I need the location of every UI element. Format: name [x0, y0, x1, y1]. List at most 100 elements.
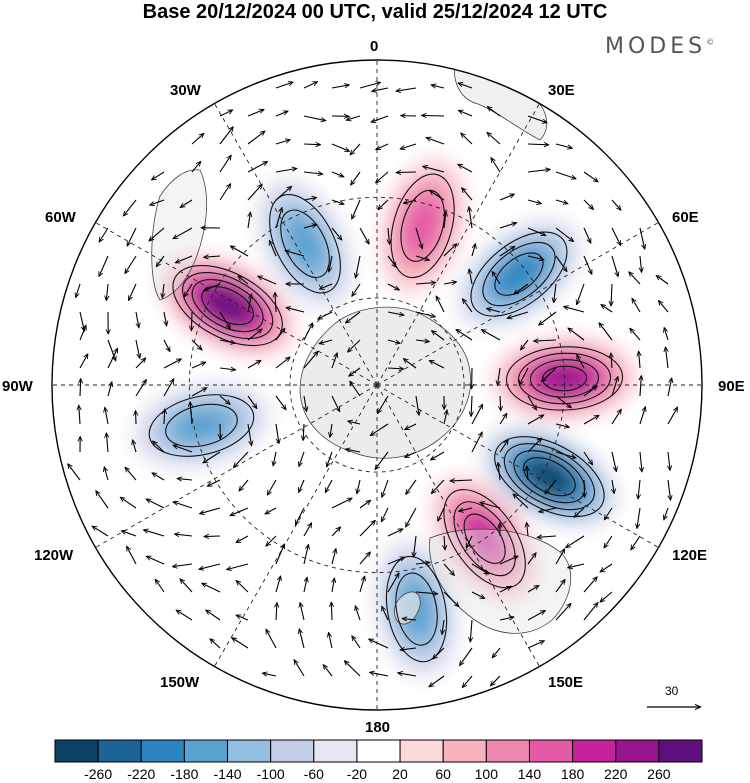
wind-vector	[375, 451, 389, 469]
wind-vector	[219, 110, 232, 117]
wind-vector	[268, 479, 277, 495]
wind-vector	[527, 144, 548, 145]
wind-vector	[286, 308, 305, 313]
wind-vector	[329, 255, 333, 271]
wind-vector	[443, 563, 454, 575]
wind-vector	[415, 283, 435, 284]
lon-label-120w: 120W	[34, 547, 74, 564]
wind-vector	[323, 665, 333, 677]
wind-vector	[96, 491, 109, 509]
wind-vector	[331, 227, 342, 240]
wind-vector	[415, 340, 429, 342]
wind-vector	[352, 283, 361, 296]
wind-vector	[190, 402, 192, 425]
lon-label-90e: 90E	[718, 378, 745, 395]
colorbar-tick-label: -140	[213, 766, 242, 782]
wind-vector	[247, 395, 257, 408]
wind-vector	[303, 198, 316, 200]
wind-vector	[331, 85, 349, 89]
wind-vector	[199, 563, 221, 569]
wind-vector	[463, 675, 473, 687]
wind-vector	[640, 451, 642, 471]
wind-vector	[444, 212, 446, 229]
wind-vector	[396, 87, 417, 91]
wind-vector	[460, 647, 473, 665]
wind-vector	[527, 199, 541, 204]
colorbar-tick-label: -60	[303, 766, 324, 782]
wind-vector	[369, 639, 389, 649]
contour-line	[529, 359, 600, 398]
wind-vector	[320, 283, 333, 289]
wind-vector	[326, 479, 333, 492]
wind-vector	[304, 395, 307, 411]
wind-vector	[632, 299, 641, 313]
wind-vector	[202, 583, 221, 593]
wind-vector	[332, 578, 334, 593]
wind-vector	[471, 244, 475, 257]
wind-vector	[352, 199, 361, 219]
colorbar-tick-label: 100	[474, 766, 498, 782]
wind-vector	[611, 283, 612, 305]
wind-vector	[275, 423, 279, 443]
wind-vector	[163, 339, 170, 351]
wind-vector	[555, 199, 567, 204]
wind-vector	[538, 536, 557, 537]
wind-vector	[382, 479, 389, 497]
wind-vector	[345, 661, 361, 677]
wind-vector	[568, 328, 585, 341]
wind-vector	[124, 199, 137, 216]
wind-vector	[577, 283, 585, 304]
wind-vector	[429, 675, 445, 687]
wind-vector	[348, 421, 361, 424]
wind-vector	[238, 276, 249, 285]
wind-vector	[286, 251, 305, 257]
wind-vector	[227, 563, 249, 569]
wind-vector	[275, 140, 290, 145]
wind-vector	[480, 502, 501, 509]
wind-vector	[584, 479, 585, 497]
wind-vector	[637, 507, 641, 528]
wind-vector	[527, 523, 528, 537]
wind-vector	[404, 199, 417, 203]
wind-vector	[539, 311, 557, 325]
wind-vector	[611, 227, 620, 245]
meridian-line	[376, 103, 540, 386]
wind-vector	[275, 111, 288, 117]
wind-vector	[331, 395, 340, 411]
wind-vector	[247, 423, 251, 445]
wind-vector	[415, 255, 429, 260]
wind-vector	[174, 502, 193, 509]
wind-vector	[470, 619, 472, 642]
wind-vector	[555, 549, 564, 565]
contour-line	[182, 272, 274, 340]
wind-vector	[382, 507, 389, 521]
colorbar-tick-label: 140	[517, 766, 542, 782]
wind-vector	[466, 535, 473, 548]
wind-vector	[583, 577, 597, 593]
wind-vector	[431, 451, 445, 460]
wind-vector	[640, 255, 642, 272]
wind-vector	[527, 415, 543, 425]
wind-vector	[456, 330, 473, 341]
wind-vector	[459, 507, 473, 511]
wind-vector	[378, 199, 389, 209]
wind-vector	[164, 311, 167, 325]
wind-vector	[430, 361, 445, 369]
wind-vector	[630, 329, 641, 341]
wind-vector	[356, 255, 361, 277]
wind-vector	[331, 527, 340, 537]
contour-line	[463, 513, 506, 564]
colorbar-swatch	[227, 739, 272, 763]
wind-vector	[149, 227, 165, 241]
wind-vector	[629, 272, 641, 285]
colorbar-tick-label: 20	[392, 766, 408, 782]
wind-vector	[247, 361, 261, 369]
wind-vector	[219, 156, 231, 173]
wind-vector	[346, 449, 361, 452]
wind-vector	[638, 479, 640, 498]
wind-vector	[415, 395, 419, 415]
wind-vector	[329, 633, 333, 649]
wind-vector	[331, 171, 343, 177]
lon-label-150w: 150W	[160, 674, 200, 691]
wind-vector	[487, 309, 501, 313]
